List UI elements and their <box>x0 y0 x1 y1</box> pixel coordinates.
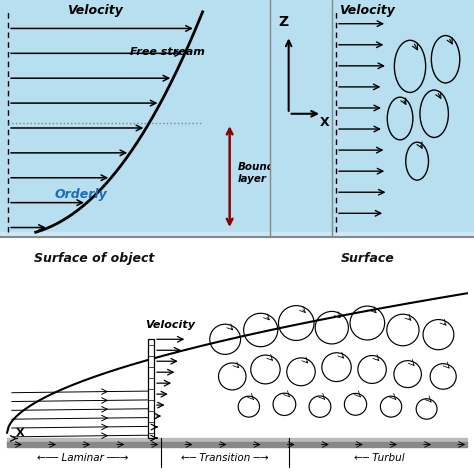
Text: Orderly: Orderly <box>55 188 108 201</box>
Text: Free stream: Free stream <box>130 47 205 57</box>
Text: Surface: Surface <box>340 252 394 265</box>
Text: X: X <box>319 116 329 128</box>
Text: ←─ Turbul: ←─ Turbul <box>354 453 404 463</box>
Bar <box>270 232 332 237</box>
Bar <box>332 232 474 237</box>
Text: Velocity: Velocity <box>67 3 122 17</box>
Text: ←─ Transition ─→: ←─ Transition ─→ <box>182 453 269 463</box>
Text: X: X <box>16 428 25 438</box>
Text: Z: Z <box>279 15 289 29</box>
Bar <box>148 338 154 438</box>
Bar <box>7 442 467 447</box>
Text: Velocity: Velocity <box>146 319 196 330</box>
Text: Boundary
layer: Boundary layer <box>238 162 294 184</box>
Text: Surface of object: Surface of object <box>35 252 155 265</box>
Text: Velocity: Velocity <box>339 3 395 17</box>
Bar <box>7 438 467 443</box>
Text: ←── Laminar ──→: ←── Laminar ──→ <box>37 453 128 463</box>
Bar <box>0 232 270 237</box>
